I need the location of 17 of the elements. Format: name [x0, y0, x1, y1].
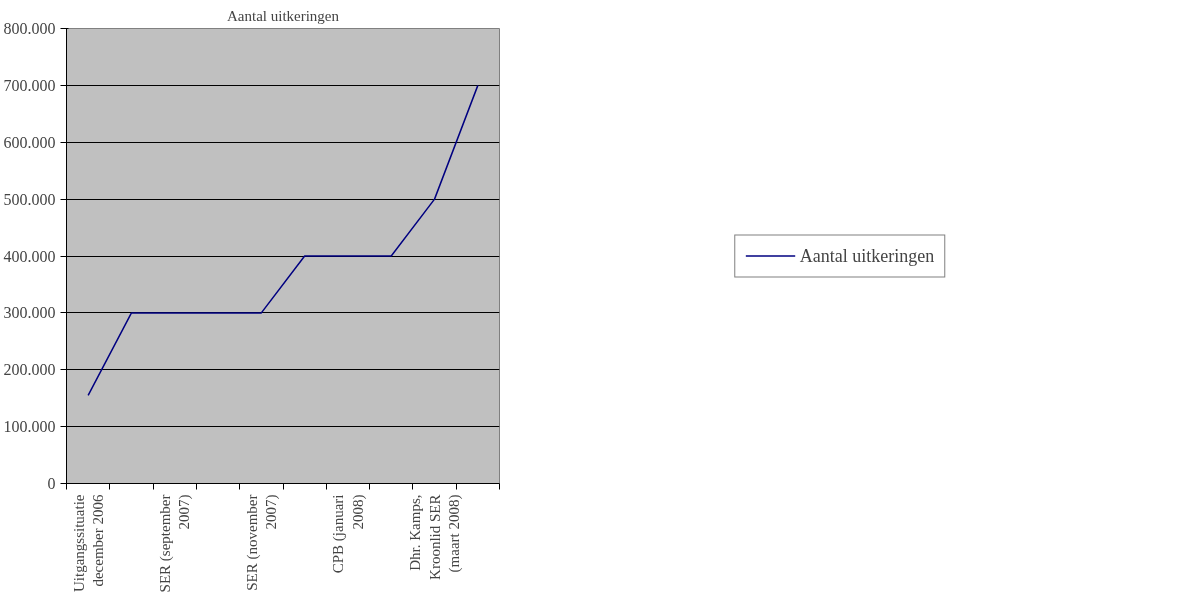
- y-tick-label: 0: [47, 475, 56, 492]
- chart-title: Aantal uitkeringen: [226, 7, 340, 24]
- legend-label: Aantal uitkeringen: [799, 245, 935, 266]
- y-tick-label: 800.000: [3, 20, 56, 37]
- y-tick-label: 100.000: [3, 418, 56, 436]
- x-tick-label: Dhr. Kamps, Kroonlid SER (maart 2008): [407, 494, 463, 580]
- y-tick-label: 500.000: [3, 190, 56, 208]
- x-tick-label: SER (november 2007): [243, 494, 280, 591]
- y-tick-label: 400.000: [3, 247, 56, 265]
- x-tick-label: SER (september 2007): [157, 494, 194, 593]
- y-tick-label: 200.000: [3, 361, 56, 379]
- y-tick-label: 300.000: [3, 304, 56, 322]
- line-series: [87, 84, 479, 397]
- x-tick-label: Uitgangssituatie december 2006: [70, 494, 106, 592]
- y-tick-label: 700.000: [3, 76, 56, 94]
- y-tick-label: 600.000: [3, 133, 56, 151]
- x-tick-label: CPB (januari 2008): [330, 494, 367, 574]
